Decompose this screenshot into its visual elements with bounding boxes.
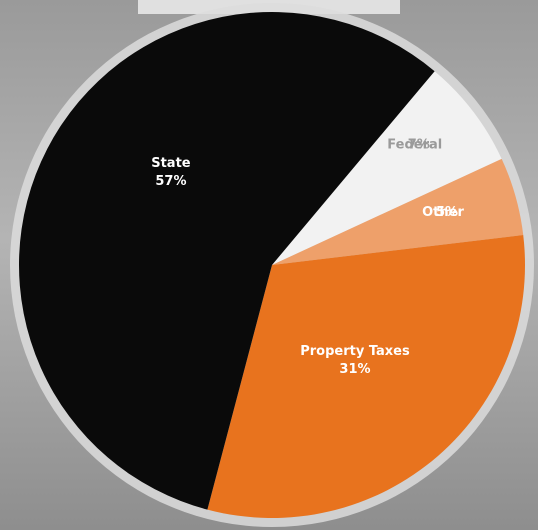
page: {"chart_data": {"type": "pie", "categori… [0,0,538,530]
slice-label: Property Taxes [300,344,410,359]
chart: Federal7%Other5%Property Taxes31%State57… [0,0,538,530]
slice-value-label: 57% [155,174,186,189]
slice-value-label: 31% [339,362,370,377]
slice-value-label: 5% [436,205,458,220]
slice-label: State [151,156,191,171]
slice-value-label: 7% [408,138,430,153]
